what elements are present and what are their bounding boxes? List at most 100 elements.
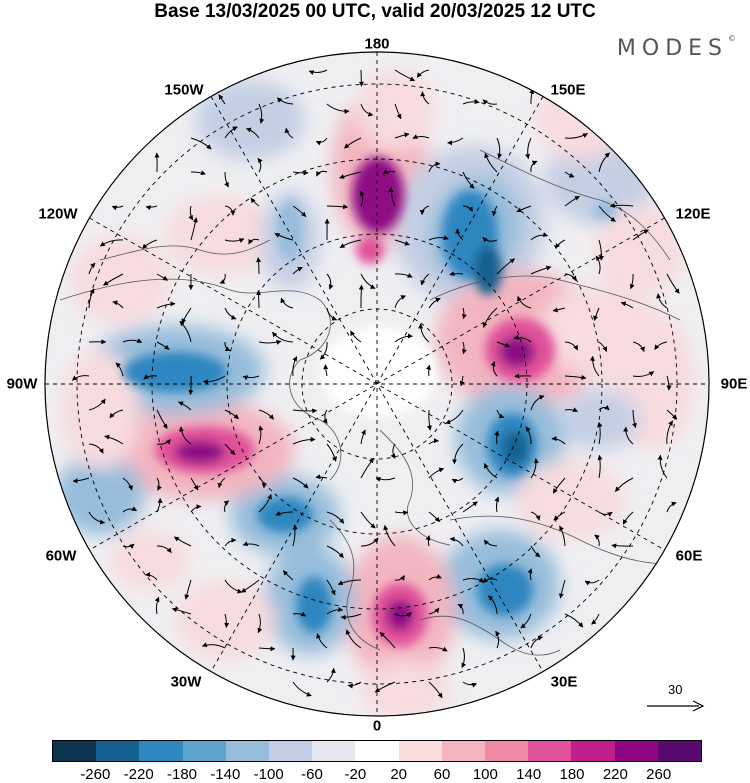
colorbar-segment (571, 741, 615, 761)
wind-vector (483, 463, 498, 479)
colorbar-tick-label: 220 (602, 766, 628, 783)
wind-vector (614, 477, 634, 492)
wind-vector (156, 273, 169, 281)
wind-vector (482, 237, 498, 243)
wind-vector (530, 160, 538, 173)
wind-vector (190, 137, 212, 150)
anomaly-core (474, 245, 502, 295)
colorbar-tick-label: 20 (390, 766, 407, 783)
wind-vector (551, 436, 566, 445)
wind-vector (394, 333, 413, 343)
wind-vector (494, 430, 499, 445)
wind-vector (598, 341, 608, 352)
wind-vector (495, 630, 501, 649)
wind-vector (520, 613, 532, 629)
wind-vector (482, 99, 498, 105)
wind-vector (258, 493, 272, 513)
wind-vector (284, 127, 294, 139)
wind-vector (496, 258, 516, 275)
wind-vector (666, 420, 674, 445)
wind-vector (595, 255, 601, 275)
map-frame (44, 51, 710, 717)
wind-vector (530, 265, 552, 275)
label-60w: 60W (45, 547, 77, 565)
wind-vector (340, 613, 362, 620)
wind-vector (224, 205, 236, 216)
wind-vector (344, 137, 362, 149)
wind-vector (326, 579, 336, 596)
meridian-line (89, 217, 665, 551)
wind-vector (360, 511, 376, 529)
wind-vector (484, 152, 498, 173)
wind-vector (242, 375, 260, 381)
wind-vector (201, 642, 226, 649)
wind-vector (179, 321, 192, 343)
wind-vector (258, 646, 276, 652)
wind-vector (224, 579, 243, 594)
wind-vector (383, 169, 396, 175)
label-30e: 30E (550, 673, 578, 691)
wind-vector (420, 91, 430, 105)
wind-vector (374, 681, 396, 693)
wind-vector (516, 205, 532, 213)
wind-vector (620, 301, 634, 309)
wind-vector (482, 577, 498, 583)
wind-vector (178, 401, 192, 411)
wind-vector (394, 575, 405, 581)
wind-vector (292, 524, 298, 547)
wind-vector (99, 239, 124, 247)
anomaly-region (70, 235, 170, 325)
wind-vector (156, 439, 171, 445)
wind-vector (188, 205, 194, 221)
colorbar-tick-label: 260 (646, 766, 672, 783)
colorbar-tick-label: -140 (210, 766, 241, 783)
anomaly-region (60, 350, 140, 470)
wind-vector (188, 375, 194, 396)
wind-vector (426, 364, 431, 377)
wind-vector (564, 171, 575, 178)
wind-vector (292, 170, 309, 176)
wind-vector (428, 467, 445, 479)
label-120w: 120W (38, 205, 78, 223)
colorbar-segment (398, 741, 442, 761)
anomaly-core (123, 352, 227, 392)
wind-vector (292, 436, 316, 445)
wind-vector (360, 273, 376, 289)
coastline (419, 615, 561, 656)
coastline (99, 239, 271, 261)
wind-vector (525, 426, 532, 445)
wind-vector (564, 407, 578, 412)
wind-vector (292, 477, 309, 489)
wind-vector (258, 425, 264, 445)
wind-vector (339, 239, 362, 249)
wind-vector (358, 69, 364, 87)
wind-vector (258, 409, 274, 420)
wind-vector (593, 307, 600, 321)
colorbar-segment (528, 741, 572, 761)
colorbar-tick-label: 100 (472, 766, 498, 783)
label-150e: 150E (550, 81, 586, 99)
wind-vector (530, 395, 545, 411)
label-90e: 90E (720, 375, 748, 393)
wind-vector (275, 511, 294, 516)
wind-vector (360, 429, 366, 445)
wind-vector (461, 647, 467, 669)
wind-vector (345, 629, 362, 649)
wind-vector (88, 398, 106, 411)
wind-vector (257, 157, 263, 173)
wind-vector (623, 426, 634, 445)
wind-vector (360, 537, 379, 547)
wind-vector (88, 288, 95, 309)
wind-vector (589, 355, 600, 377)
wind-vector (358, 284, 364, 309)
wind-vector (350, 330, 362, 343)
wind-vector (491, 205, 498, 217)
wind-vector (258, 103, 265, 124)
anomaly-core (356, 236, 384, 264)
anomaly-core (352, 157, 404, 233)
wind-vector (280, 297, 294, 309)
wind-vector (445, 409, 464, 425)
wind-vector (156, 497, 163, 513)
wind-vector (224, 307, 237, 320)
wind-vector (257, 613, 263, 634)
